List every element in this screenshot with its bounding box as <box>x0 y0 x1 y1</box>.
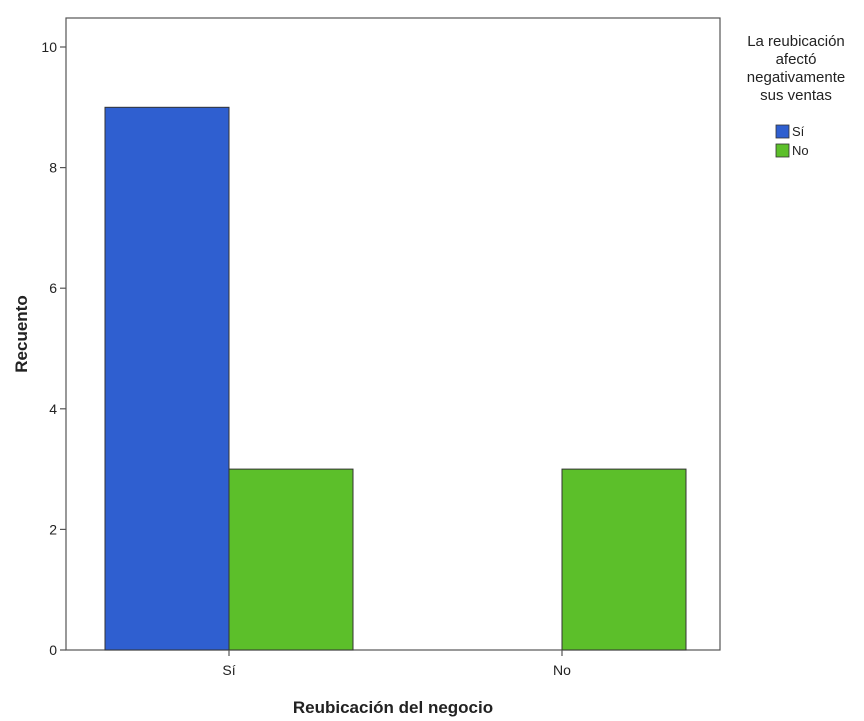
legend-swatch-no <box>775 143 790 158</box>
x-tick-label: No <box>553 662 571 678</box>
legend-title-line-4: sus ventas <box>760 87 832 104</box>
y-tick-label: 4 <box>49 401 57 417</box>
legend-label-no: No <box>792 143 809 158</box>
y-tick-label: 10 <box>41 39 57 55</box>
x-axis-title: Reubicación del negocio <box>293 698 493 717</box>
legend-title-line-2: afectó <box>776 51 817 68</box>
y-tick-label: 8 <box>49 160 57 176</box>
bar-si-no <box>228 468 354 651</box>
y-axis: 0 2 4 6 8 10 <box>41 39 66 658</box>
legend-title-line-3: negativamente <box>747 69 845 86</box>
bar-si-si <box>104 106 230 651</box>
legend-title-line-1: La reubicación <box>747 33 845 50</box>
legend-label-si: Sí <box>792 124 805 139</box>
x-axis: Sí No <box>222 650 571 678</box>
bars <box>104 106 687 651</box>
bar-no-no <box>561 468 687 651</box>
legend: La reubicación afectó negativamente sus … <box>747 33 845 158</box>
x-tick-label: Sí <box>222 662 235 678</box>
y-tick-label: 2 <box>49 521 57 537</box>
y-tick-label: 0 <box>49 642 57 658</box>
legend-swatch-si <box>775 124 790 139</box>
y-tick-label: 6 <box>49 280 57 296</box>
y-axis-title: Recuento <box>12 295 31 372</box>
